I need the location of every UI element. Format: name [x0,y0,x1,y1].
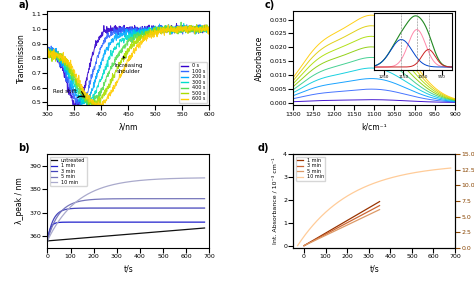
10 min [345,194,350,198]
1 min [137,220,143,224]
untreated [73,237,78,240]
X-axis label: t/s: t/s [369,265,379,274]
3 min [73,207,78,210]
10 min [85,192,91,196]
5 min [163,197,169,200]
10 min [137,179,143,182]
untreated [116,233,121,237]
10 min [391,175,397,179]
1 min [163,220,169,224]
5 min [202,197,208,200]
1 min [304,242,310,246]
5 min [116,197,121,200]
1 min [116,220,121,224]
Line: 10 min: 10 min [298,168,451,246]
1 min [315,236,321,239]
5 min [73,201,78,204]
1 min [85,220,91,224]
3 min [202,206,208,210]
1 min [150,220,155,224]
1 min [306,241,311,245]
10 min [163,177,169,180]
10 min [45,239,50,243]
Text: b): b) [18,143,30,153]
10 min [356,188,361,192]
5 min [373,210,379,213]
untreated [202,226,208,230]
1 min [377,200,383,203]
10 min [313,220,319,223]
untreated [163,229,169,233]
Line: 1 min: 1 min [304,201,380,246]
untreated [85,236,91,239]
1 min [73,220,78,224]
5 min [85,198,91,202]
3 min [306,241,311,245]
10 min [116,182,121,185]
3 min [137,206,143,210]
10 min [406,172,412,175]
X-axis label: k/cm⁻¹: k/cm⁻¹ [361,122,387,131]
3 min [370,207,376,211]
10 min [149,178,155,181]
Line: 10 min: 10 min [47,178,205,241]
3 min [373,206,379,209]
1 min [370,204,376,207]
X-axis label: λ/nm: λ/nm [118,122,138,131]
untreated [149,231,155,234]
10 min [73,201,78,204]
5 min [321,234,327,238]
5 min [304,243,310,246]
Y-axis label: Int. Absorbance / 10⁻³ cm⁻¹: Int. Absorbance / 10⁻³ cm⁻¹ [272,158,277,244]
Y-axis label: Absorbance: Absorbance [255,36,264,81]
5 min [301,244,307,247]
3 min [315,237,321,240]
3 min [163,206,169,210]
3 min [149,206,155,210]
Text: d): d) [258,143,269,153]
5 min [306,242,311,245]
Text: Red shift: Red shift [53,89,77,94]
X-axis label: t/s: t/s [123,265,133,274]
10 min [295,244,301,247]
Line: 5 min: 5 min [304,209,380,246]
10 min [405,172,411,176]
Text: c): c) [264,1,274,11]
Line: 3 min: 3 min [47,208,205,241]
Line: 1 min: 1 min [47,222,205,241]
5 min [137,197,143,200]
5 min [149,197,155,200]
Legend: 1 min, 3 min, 5 min, 10 min: 1 min, 3 min, 5 min, 10 min [296,156,326,181]
10 min [448,166,454,170]
untreated [45,239,50,243]
1 min [137,220,143,224]
Line: 3 min: 3 min [304,205,380,246]
Text: Increasing
shoulder: Increasing shoulder [114,56,143,74]
3 min [116,206,121,210]
3 min [304,242,310,246]
3 min [301,244,307,247]
5 min [45,239,50,243]
Legend: untreated, 1 min, 3 min, 5 min, 10 min: untreated, 1 min, 3 min, 5 min, 10 min [50,156,87,186]
Legend: 0 s, 100 s, 200 s, 300 s, 400 s, 500 s, 600 s: 0 s, 100 s, 200 s, 300 s, 400 s, 500 s, … [179,62,207,103]
Y-axis label: Transmission: Transmission [17,33,26,83]
1 min [373,202,379,205]
10 min [202,176,208,180]
1 min [45,239,50,243]
5 min [370,211,376,214]
Line: untreated: untreated [47,228,205,241]
3 min [85,206,91,210]
1 min [301,244,307,247]
1 min [202,220,208,224]
5 min [377,208,383,211]
3 min [45,239,50,243]
Text: a): a) [18,1,29,11]
Line: 5 min: 5 min [47,199,205,241]
3 min [321,233,327,237]
1 min [321,232,327,236]
untreated [137,232,143,235]
3 min [377,204,383,207]
5 min [315,237,321,241]
Y-axis label: λ_peak / nm: λ_peak / nm [15,178,24,224]
